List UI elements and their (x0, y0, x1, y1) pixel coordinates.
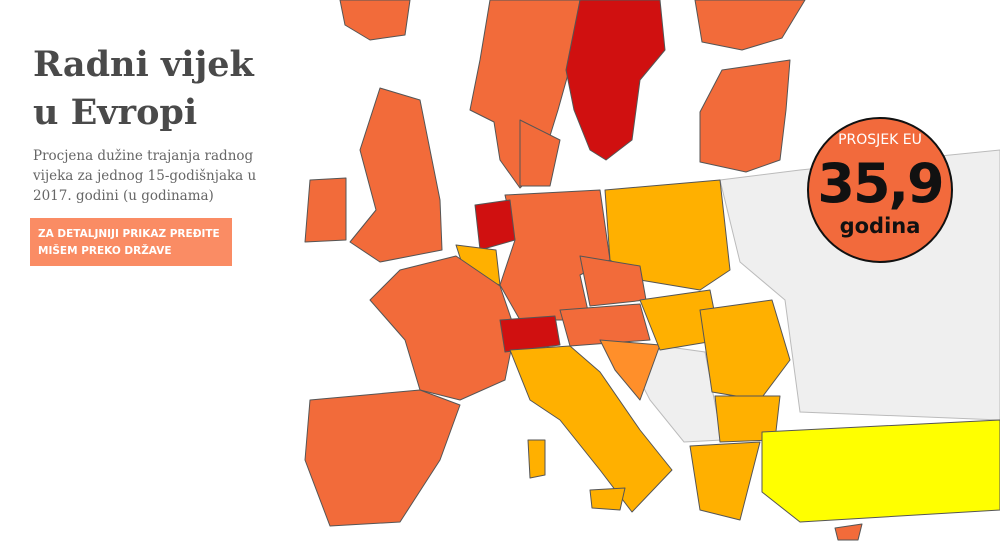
country[interactable] (304, 177, 347, 243)
country[interactable] (339, 0, 411, 41)
badge-unit: godina (840, 214, 921, 238)
country[interactable] (349, 87, 443, 263)
badge-label: PROSJEK EU (838, 132, 922, 148)
country[interactable] (689, 441, 761, 521)
badge (807, 117, 953, 263)
country[interactable] (599, 339, 661, 401)
hint-box (30, 218, 232, 266)
country[interactable] (509, 345, 673, 513)
country[interactable] (834, 523, 863, 541)
country[interactable] (589, 487, 626, 511)
hint-line: MIŠEM PREKO DRŽAVE (38, 244, 172, 257)
hint: ZA DETALJNIJI PRIKAZ PREĐITE MIŠEM PREKO… (38, 228, 223, 257)
country[interactable] (699, 299, 791, 401)
map (304, 0, 1000, 541)
country[interactable] (559, 303, 651, 347)
country[interactable] (565, 0, 666, 161)
country[interactable] (304, 389, 461, 527)
country[interactable] (694, 0, 806, 51)
country[interactable] (474, 199, 516, 251)
country[interactable] (699, 59, 791, 173)
subtitle-line: vijeka za jednog 15-godišnjaka u (32, 168, 257, 184)
title: Radni vijek u Evropi (33, 44, 266, 133)
country[interactable] (369, 255, 516, 401)
country[interactable] (519, 119, 561, 187)
title-line: u Evropi (33, 92, 197, 133)
country[interactable] (499, 315, 561, 353)
country[interactable] (604, 179, 731, 291)
subtitle-line: Procjena dužine trajanja radnog (33, 148, 254, 164)
country[interactable] (527, 439, 546, 479)
subtitle: Procjena dužine trajanja radnog vijeka z… (32, 148, 261, 204)
country[interactable] (761, 419, 1000, 523)
subtitle-line: 2017. godini (u godinama) (33, 188, 214, 204)
hint-line: ZA DETALJNIJI PRIKAZ PREĐITE (38, 228, 220, 240)
title-line: Radni vijek (33, 44, 255, 85)
badge-value: 35,9 (817, 152, 942, 215)
